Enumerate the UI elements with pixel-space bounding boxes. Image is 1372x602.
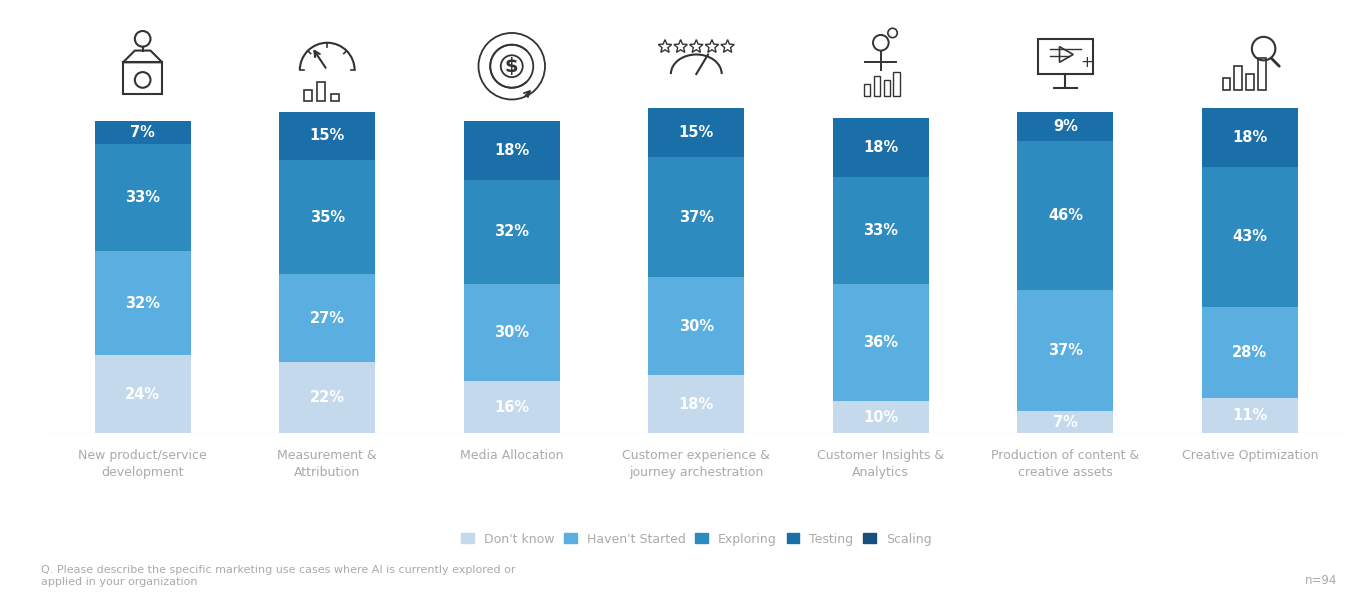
Text: 10%: 10% (863, 410, 899, 424)
Text: 22%: 22% (310, 390, 344, 405)
Bar (884, 80, 890, 96)
Text: 27%: 27% (310, 311, 344, 326)
Text: 46%: 46% (1048, 208, 1083, 223)
Text: 18%: 18% (1232, 130, 1268, 145)
Bar (95, 144, 191, 252)
Bar (1202, 306, 1298, 398)
Bar (464, 382, 560, 433)
Text: 43%: 43% (1232, 229, 1268, 244)
Bar (95, 252, 191, 355)
Bar (95, 122, 191, 144)
Text: 9%: 9% (1052, 119, 1078, 134)
Text: 33%: 33% (863, 223, 899, 238)
Bar (303, 90, 311, 101)
Text: $: $ (505, 57, 519, 76)
Bar (833, 284, 929, 401)
Bar (1202, 167, 1298, 306)
Bar (331, 93, 339, 101)
Bar (464, 284, 560, 382)
Text: 33%: 33% (125, 190, 161, 205)
Text: Q. Please describe the specific marketing use cases where AI is currently explor: Q. Please describe the specific marketin… (41, 565, 516, 587)
Text: 32%: 32% (494, 225, 530, 240)
Text: 18%: 18% (863, 140, 899, 155)
Text: 30%: 30% (679, 318, 713, 334)
Bar (280, 362, 375, 433)
Bar (833, 401, 929, 433)
Text: 18%: 18% (494, 143, 530, 158)
Bar (1235, 66, 1242, 90)
Bar (1018, 141, 1113, 290)
Bar (1222, 78, 1231, 90)
Text: 15%: 15% (310, 128, 344, 143)
Bar (95, 355, 191, 433)
Bar (649, 278, 744, 375)
Text: 35%: 35% (310, 209, 344, 225)
Text: 37%: 37% (1048, 343, 1083, 358)
Bar (464, 122, 560, 180)
Bar (1258, 58, 1265, 90)
Bar (464, 180, 560, 284)
Text: 32%: 32% (125, 296, 161, 311)
Text: 37%: 37% (679, 209, 713, 225)
Bar (833, 176, 929, 284)
Text: 7%: 7% (130, 125, 155, 140)
Text: 36%: 36% (863, 335, 899, 350)
Bar (280, 160, 375, 274)
Text: +: + (1081, 55, 1093, 70)
Text: 7%: 7% (1052, 415, 1078, 430)
Bar (864, 84, 870, 96)
Bar (1202, 398, 1298, 433)
Bar (649, 375, 744, 433)
Bar (649, 108, 744, 157)
Bar (1018, 111, 1113, 141)
Text: n=94: n=94 (1305, 574, 1338, 587)
Bar (1018, 411, 1113, 433)
Text: 28%: 28% (1232, 345, 1268, 359)
Bar (649, 157, 744, 278)
Text: 16%: 16% (494, 400, 530, 415)
Text: 30%: 30% (494, 325, 530, 340)
Bar (317, 82, 325, 101)
Text: 24%: 24% (125, 387, 161, 402)
Bar (874, 76, 879, 96)
Bar (833, 118, 929, 176)
Bar (893, 72, 900, 96)
Text: 18%: 18% (679, 397, 713, 412)
Text: 11%: 11% (1232, 408, 1268, 423)
Bar (280, 274, 375, 362)
Bar (1202, 108, 1298, 167)
Bar (1018, 290, 1113, 411)
Bar (1246, 74, 1254, 90)
Bar (280, 111, 375, 160)
Text: 15%: 15% (679, 125, 713, 140)
Legend: Don't know, Haven't Started, Exploring, Testing, Scaling: Don't know, Haven't Started, Exploring, … (456, 528, 937, 551)
